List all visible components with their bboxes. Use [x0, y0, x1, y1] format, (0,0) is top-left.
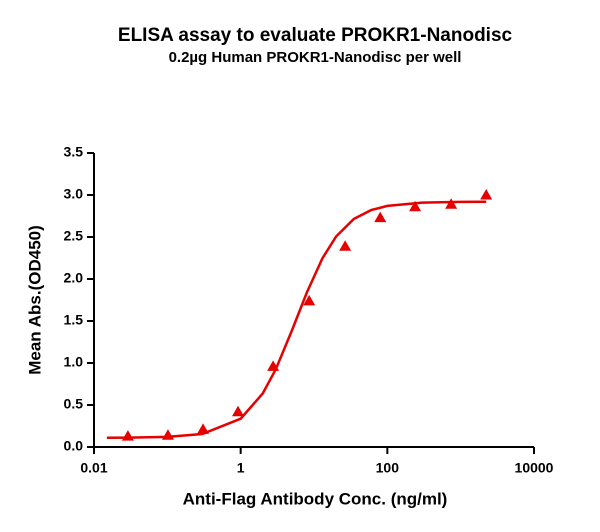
- y-tick-label: 0.0: [64, 438, 84, 454]
- data-point: [374, 211, 387, 223]
- y-axis-label: Mean Abs.(OD450): [25, 225, 44, 375]
- x-tick-label: 1: [237, 460, 245, 476]
- data-point: [232, 405, 245, 417]
- y-tick-label: 3.0: [64, 186, 84, 202]
- y-tick-label: 2.5: [64, 228, 84, 244]
- x-axis-label: Anti-Flag Antibody Conc. (ng/ml): [183, 489, 448, 508]
- fit-curve: [106, 200, 487, 439]
- data-point: [303, 294, 316, 306]
- data-point: [121, 430, 134, 441]
- x-tick-label: 10000: [515, 460, 554, 476]
- data-point: [445, 198, 458, 209]
- data-point: [197, 423, 210, 434]
- data-point: [339, 240, 352, 251]
- x-tick-label: 0.01: [80, 460, 107, 476]
- y-tick-label: 3.5: [64, 144, 84, 160]
- y-tick-label: 0.5: [64, 396, 84, 412]
- chart-subtitle: 0.2µg Human PROKR1-Nanodisc per well: [169, 49, 462, 66]
- data-point: [161, 429, 174, 440]
- data-point: [409, 200, 422, 212]
- x-tick-label: 100: [376, 460, 400, 476]
- chart-title: ELISA assay to evaluate PROKR1-Nanodisc: [118, 25, 513, 46]
- y-tick-label: 2.0: [64, 270, 84, 286]
- y-tick-label: 1.0: [64, 354, 84, 370]
- data-point: [267, 360, 280, 371]
- data-point: [480, 189, 493, 200]
- y-tick-label: 1.5: [64, 312, 84, 328]
